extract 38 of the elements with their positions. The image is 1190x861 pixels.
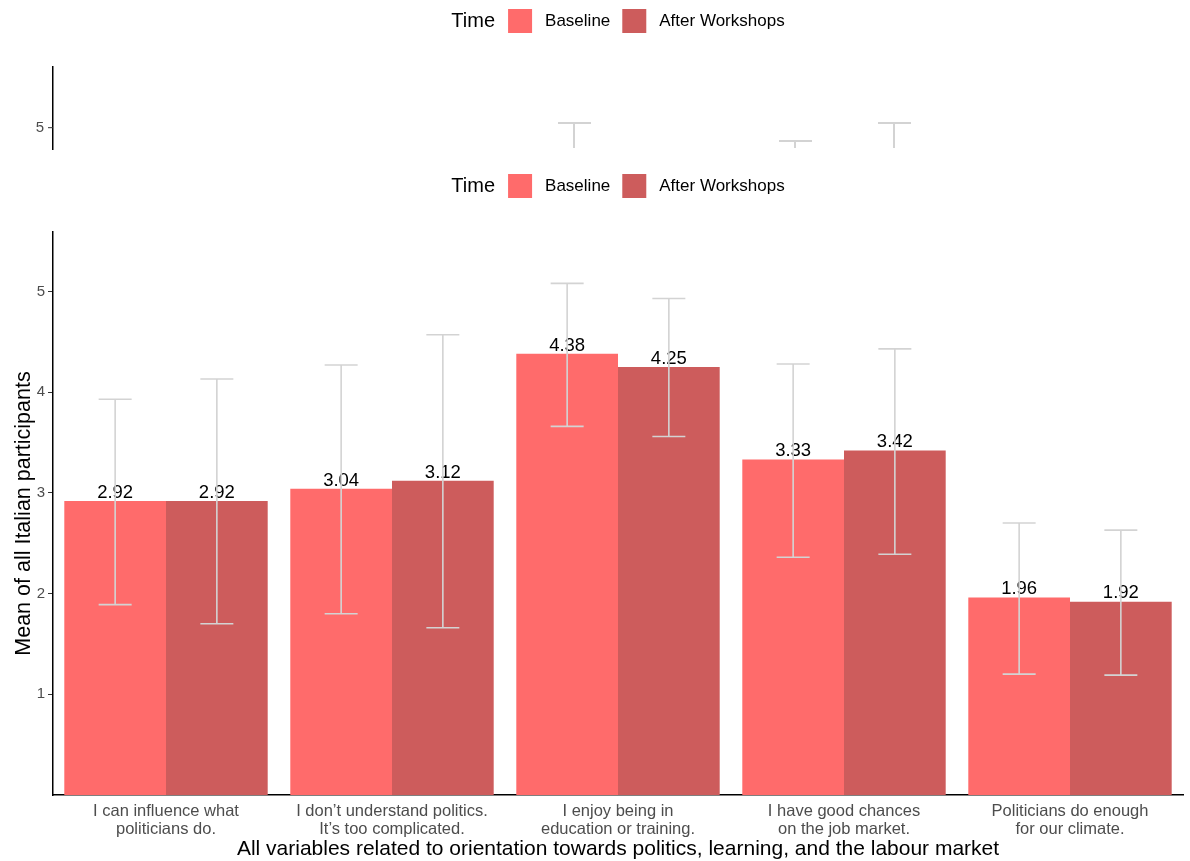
bar bbox=[968, 597, 1070, 795]
data-label: 2.92 bbox=[198, 480, 235, 502]
legend-label: Baseline bbox=[545, 175, 611, 195]
legend-label: After Workshops bbox=[659, 10, 785, 30]
data-label: 4.38 bbox=[549, 333, 586, 355]
data-label: 1.96 bbox=[1001, 577, 1038, 599]
data-label: 3.42 bbox=[876, 430, 913, 452]
y-tick-label: 2 bbox=[36, 583, 45, 601]
data-label: 2.92 bbox=[97, 480, 134, 502]
x-tick-label: Politicians do enough for our climate. bbox=[991, 800, 1149, 838]
y-tick-label: 1 bbox=[36, 684, 45, 702]
x-tick-label: I have good chances on the job market. bbox=[767, 800, 921, 838]
bar bbox=[1070, 601, 1172, 795]
data-label: 1.92 bbox=[1102, 581, 1139, 603]
bar bbox=[742, 459, 844, 795]
y-axis-title: Mean of all Italian participants bbox=[10, 371, 35, 656]
x-tick-label: I enjoy being in education or training. bbox=[540, 800, 696, 838]
x-axis-title: All variables related to orientation towards politics, learning, and the labour market bbox=[236, 836, 1000, 860]
data-label: 3.12 bbox=[424, 460, 461, 482]
y-tick-label: 3 bbox=[36, 482, 45, 500]
bar bbox=[516, 353, 618, 795]
legend-label: Baseline bbox=[545, 10, 611, 30]
bar bbox=[64, 500, 166, 795]
bar bbox=[290, 488, 392, 795]
data-label: 3.33 bbox=[775, 439, 812, 461]
data-label: 3.04 bbox=[323, 468, 360, 490]
x-tick-label: I can influence what politicians do. bbox=[93, 800, 240, 838]
data-label: 4.25 bbox=[650, 346, 687, 368]
bar bbox=[392, 480, 494, 795]
y-tick-label: 4 bbox=[36, 382, 45, 400]
bar bbox=[844, 450, 946, 795]
legend-label: After Workshops bbox=[659, 175, 785, 195]
legend-title: Time bbox=[451, 173, 496, 196]
x-tick-label: I don’t understand politics. It’s too complicated. bbox=[296, 800, 488, 838]
bar bbox=[166, 500, 268, 795]
legend-title: Time bbox=[451, 8, 496, 31]
y-tick-label: 5 bbox=[36, 281, 45, 299]
bar bbox=[618, 366, 720, 795]
